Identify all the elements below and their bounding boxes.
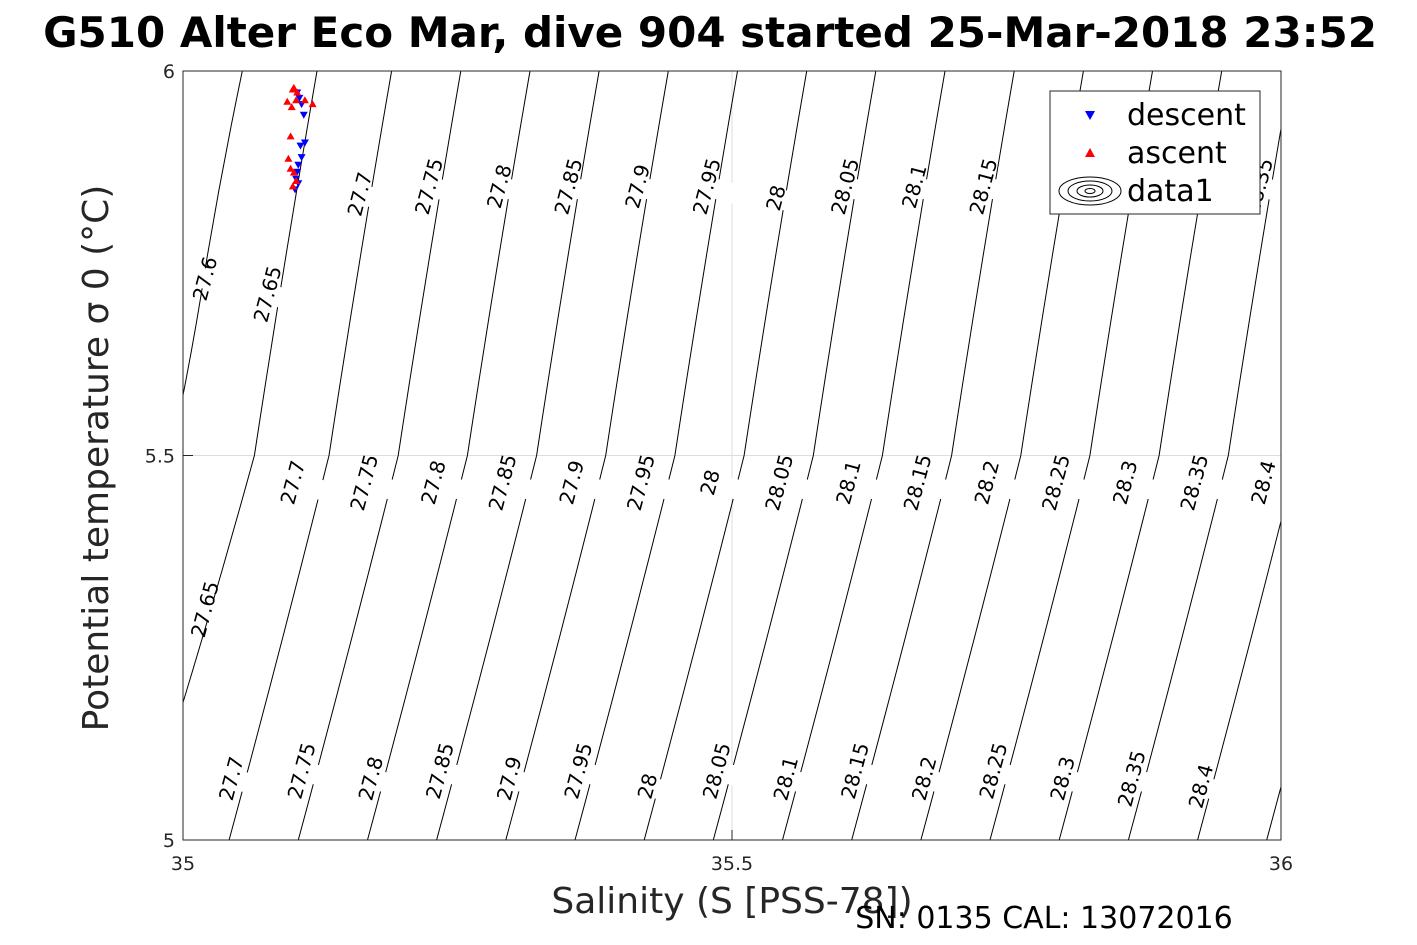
- contour-label-backing: [821, 752, 889, 789]
- x-tick-label: 35.5: [711, 853, 753, 875]
- data-points: [283, 83, 317, 194]
- descent-point: [297, 154, 306, 162]
- x-tick-label: 35: [171, 853, 195, 875]
- contour-label-backing: [534, 168, 602, 205]
- ascent-point: [289, 83, 298, 91]
- contour-label-backing: [1098, 760, 1166, 797]
- contour-label-backing: [607, 464, 675, 501]
- descent-point: [300, 139, 309, 147]
- contour-label-backing: [465, 168, 533, 205]
- contour-label-backing: [197, 760, 265, 797]
- contour-label-backing: [268, 752, 336, 789]
- ascent-point: [286, 132, 295, 140]
- contour-label-backing: [259, 464, 327, 501]
- ascent-point: [289, 168, 298, 176]
- contour-label-backing: [742, 179, 810, 216]
- contour-label-backing: [337, 760, 405, 797]
- legend: descent ascent data1: [1049, 90, 1261, 215]
- legend-ascent-label: ascent: [1127, 136, 1227, 171]
- contour-label-backing: [884, 464, 952, 501]
- contour-label-backing: [1160, 464, 1228, 501]
- contour-label-backing: [890, 760, 958, 797]
- ascent-point: [287, 103, 296, 111]
- legend-descent-marker: [1085, 111, 1095, 120]
- y-tick-label: 6: [163, 61, 175, 83]
- contour-line-28.45: [1266, 784, 1281, 840]
- chart-title: G510 Alter Eco Mar, dive 904 started 25-…: [43, 8, 1377, 57]
- contour-label-backing: [183, 591, 239, 628]
- contour-label-backing: [1229, 464, 1281, 501]
- descent-point: [296, 142, 305, 150]
- descent-point: [293, 168, 302, 176]
- contour-line-28.4: [1197, 519, 1281, 840]
- contour-label-backing: [1029, 760, 1096, 797]
- contour-label-backing: [613, 768, 681, 805]
- y-tick-label: 5.5: [145, 446, 175, 468]
- contour-label-backing: [1091, 464, 1159, 501]
- descent-point: [299, 111, 308, 119]
- contour-label-backing: [814, 464, 882, 501]
- contour-label-backing: [953, 464, 1021, 501]
- ascent-point: [308, 100, 317, 108]
- contour-label-backing: [475, 760, 543, 797]
- contour-label-backing: [538, 464, 606, 501]
- contour-label-backing: [604, 168, 672, 205]
- contour-label-backing: [811, 168, 879, 205]
- x-tick-label: 36: [1269, 853, 1293, 875]
- ascent-point: [293, 88, 302, 96]
- descent-point: [295, 94, 304, 102]
- contour-label-backing: [469, 464, 537, 501]
- x-axis-label: Salinity (S [PSS-78]): [551, 881, 912, 922]
- ascent-point: [283, 97, 292, 105]
- contour-label-backing: [183, 260, 239, 297]
- contour-label-backing: [745, 464, 813, 501]
- contour-label-backing: [406, 752, 474, 789]
- serial-calibration-note: SN: 0135 CAL: 13072016: [855, 901, 1233, 936]
- contour-label-backing: [676, 464, 744, 501]
- legend-box: [1049, 90, 1261, 215]
- contour-label-backing: [544, 752, 612, 789]
- ascent-point: [300, 96, 309, 104]
- ascent-point: [286, 164, 295, 172]
- legend-descent-label: descent: [1127, 98, 1246, 133]
- contour-line-27.6: [183, 71, 243, 398]
- contour-label-backing: [752, 760, 820, 797]
- descent-point: [294, 161, 303, 169]
- contour-label-backing: [395, 168, 463, 205]
- ascent-point: [284, 154, 293, 162]
- legend-ascent-marker: [1085, 148, 1095, 157]
- ascent-point: [288, 182, 297, 190]
- contour-label-backing: [326, 176, 394, 212]
- ascent-point: [292, 177, 301, 184]
- legend-contour-icon: [1058, 176, 1122, 206]
- contour-label-backing: [880, 168, 948, 205]
- legend-data1-label: data1: [1127, 174, 1214, 209]
- axis-ticks: 35 35.5 36 5 5.5 6: [145, 61, 1293, 875]
- contour-label-backing: [949, 168, 1017, 205]
- contour-label-backing: [959, 752, 1027, 789]
- contour-label-backing: [399, 464, 467, 501]
- contour-label-backing: [1022, 464, 1090, 501]
- contour-label-backing: [330, 464, 398, 501]
- y-tick-label: 5: [163, 830, 175, 852]
- y-axis-label: Potential temperature σ 0 (°C): [76, 185, 117, 732]
- contour-label-backing: [673, 168, 741, 205]
- contour-label-backing: [234, 276, 302, 312]
- ascent-point: [292, 96, 301, 104]
- contour-label-backing: [683, 752, 751, 789]
- contour-label-backing: [1167, 768, 1235, 805]
